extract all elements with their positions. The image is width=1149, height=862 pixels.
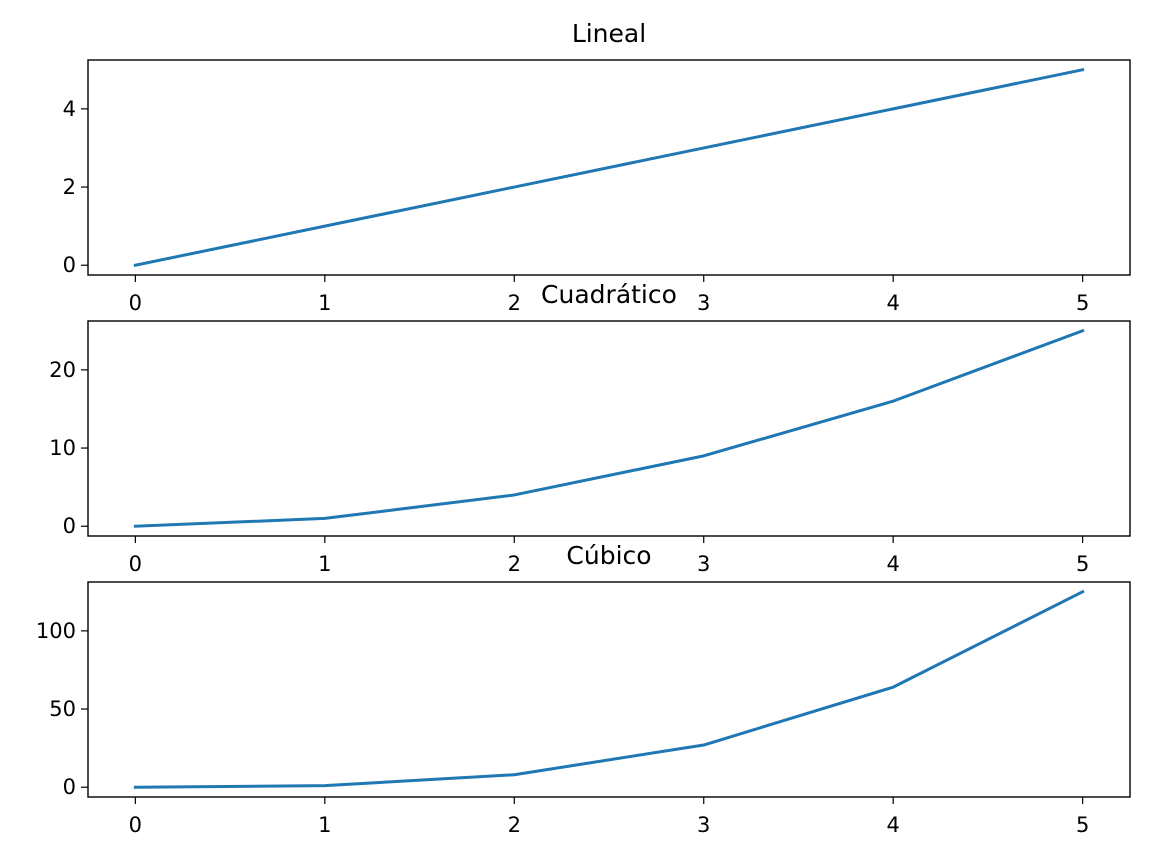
x-tick-label: 0 [129,291,142,315]
x-tick-label: 4 [886,813,899,837]
x-tick-label: 4 [886,291,899,315]
axes-title: Cúbico [566,541,651,570]
subplot-1: 0 1 2 3 4 5 0 2 4 Lineal [63,19,1131,315]
x-tick-label: 5 [1076,291,1089,315]
axes-title: Cuadrático [541,280,677,309]
x-tick-label: 0 [129,552,142,576]
x-tick-label: 1 [318,813,331,837]
y-tick-label: 0 [63,253,76,277]
series-line [133,589,1085,789]
x-tick-label: 0 [129,813,142,837]
y-tick-label: 4 [63,97,76,121]
y-tick-label: 0 [63,514,76,538]
x-tick-label: 2 [508,291,521,315]
x-tick-label: 3 [697,291,710,315]
x-tick-label: 2 [508,813,521,837]
axes-frame [87,320,1131,537]
x-tick-label: 1 [318,291,331,315]
x-tick-label: 3 [697,813,710,837]
x-tick-label: 5 [1076,552,1089,576]
axes-title: Lineal [572,19,646,48]
y-tick-label: 100 [36,619,76,643]
x-tick-label: 2 [508,552,521,576]
y-tick-label: 10 [49,436,76,460]
axes-frame [87,59,1131,276]
y-tick-label: 0 [63,775,76,799]
y-tick-label: 50 [49,697,76,721]
x-tick-label: 4 [886,552,899,576]
y-tick-label: 20 [49,358,76,382]
axes-frame [87,581,1131,798]
y-tick-label: 2 [63,175,76,199]
x-tick-label: 5 [1076,813,1089,837]
x-tick-label: 1 [318,552,331,576]
series-line [133,328,1085,528]
series-line [133,67,1085,268]
x-tick-label: 3 [697,552,710,576]
